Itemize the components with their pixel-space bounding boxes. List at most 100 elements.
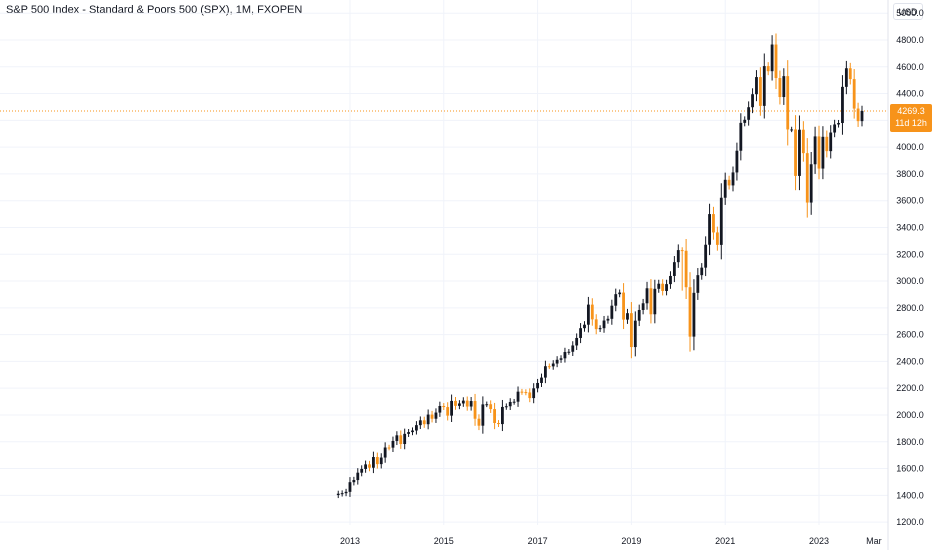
candles[interactable] xyxy=(336,33,864,499)
candle[interactable] xyxy=(669,271,672,289)
candle[interactable] xyxy=(637,304,641,327)
candle[interactable] xyxy=(391,436,395,452)
candle[interactable] xyxy=(532,383,536,404)
candle[interactable] xyxy=(348,477,352,497)
candle[interactable] xyxy=(794,115,797,191)
candle[interactable] xyxy=(504,403,508,410)
candle[interactable] xyxy=(336,490,340,499)
candle[interactable] xyxy=(575,333,579,351)
candle[interactable] xyxy=(762,53,766,119)
candle[interactable] xyxy=(461,397,465,407)
price-axis[interactable]: 1200.0 1400.0 1600.0 1800.0 2000.0 2200.0 2400… xyxy=(896,8,924,527)
candle[interactable] xyxy=(442,403,446,411)
candle[interactable] xyxy=(848,62,852,85)
candle[interactable] xyxy=(446,402,450,421)
candle[interactable] xyxy=(395,431,399,446)
candle[interactable] xyxy=(852,69,856,119)
candle[interactable] xyxy=(598,325,602,333)
candle[interactable] xyxy=(387,444,391,451)
candle[interactable] xyxy=(704,236,708,277)
candle[interactable] xyxy=(684,238,688,299)
candle[interactable] xyxy=(672,256,676,283)
candle[interactable] xyxy=(743,116,747,127)
candle[interactable] xyxy=(528,388,532,403)
candle[interactable] xyxy=(825,130,829,158)
candle[interactable] xyxy=(340,490,344,497)
candle[interactable] xyxy=(629,302,633,359)
candle[interactable] xyxy=(344,488,348,497)
candle[interactable] xyxy=(508,398,512,411)
candle[interactable] xyxy=(473,393,477,426)
candle[interactable] xyxy=(497,420,500,428)
currency-button[interactable]: USD xyxy=(893,3,923,20)
candle[interactable] xyxy=(426,409,430,430)
candle[interactable] xyxy=(493,402,496,430)
candle[interactable] xyxy=(731,166,735,192)
candle[interactable] xyxy=(821,126,825,180)
candle[interactable] xyxy=(465,396,469,411)
candle[interactable] xyxy=(692,279,696,351)
candle[interactable] xyxy=(817,125,821,180)
candle[interactable] xyxy=(372,451,375,474)
candle[interactable] xyxy=(766,62,770,76)
candle[interactable] xyxy=(856,102,860,127)
candle[interactable] xyxy=(500,399,504,432)
candle[interactable] xyxy=(520,388,524,395)
candle[interactable] xyxy=(430,410,434,423)
candle[interactable] xyxy=(571,341,575,357)
candle[interactable] xyxy=(379,453,383,469)
candle[interactable] xyxy=(551,360,555,370)
candle[interactable] xyxy=(594,314,598,335)
candle[interactable] xyxy=(583,321,586,332)
candle[interactable] xyxy=(860,105,864,127)
candle[interactable] xyxy=(434,408,438,423)
candle[interactable] xyxy=(805,138,809,218)
candle[interactable] xyxy=(649,279,653,324)
time-axis[interactable]: 2013 2015 2017 2019 2021 2023 Mar xyxy=(340,536,882,546)
candle[interactable] xyxy=(489,400,493,413)
candle[interactable] xyxy=(786,60,790,146)
candle[interactable] xyxy=(653,279,657,324)
candle[interactable] xyxy=(536,378,539,393)
candle[interactable] xyxy=(383,442,387,463)
candle[interactable] xyxy=(700,263,704,280)
candle[interactable] xyxy=(778,70,782,105)
candle[interactable] xyxy=(813,126,817,174)
candle[interactable] xyxy=(645,281,649,310)
candle[interactable] xyxy=(751,88,754,114)
candle[interactable] xyxy=(485,401,489,408)
candle[interactable] xyxy=(602,315,606,333)
candle[interactable] xyxy=(688,272,692,352)
candle[interactable] xyxy=(512,398,516,405)
candle[interactable] xyxy=(758,67,762,116)
candle[interactable] xyxy=(633,311,637,357)
candle[interactable] xyxy=(657,279,661,293)
candle[interactable] xyxy=(801,121,805,162)
candle[interactable] xyxy=(563,347,567,363)
candle[interactable] xyxy=(661,279,665,296)
candle[interactable] xyxy=(770,35,774,81)
candle[interactable] xyxy=(708,203,711,256)
candle[interactable] xyxy=(809,152,813,215)
candle[interactable] xyxy=(579,323,582,344)
candle[interactable] xyxy=(837,119,840,128)
candle[interactable] xyxy=(676,244,680,268)
candle[interactable] xyxy=(360,465,364,477)
candle[interactable] xyxy=(829,125,833,159)
candle[interactable] xyxy=(422,416,426,428)
candle[interactable] xyxy=(833,119,837,138)
candle[interactable] xyxy=(364,460,368,473)
candle[interactable] xyxy=(438,401,442,417)
candle[interactable] xyxy=(368,460,371,472)
candle[interactable] xyxy=(782,68,786,105)
candle[interactable] xyxy=(356,468,360,485)
candle[interactable] xyxy=(454,396,457,410)
candle[interactable] xyxy=(723,172,727,205)
candle[interactable] xyxy=(450,394,454,422)
candle[interactable] xyxy=(712,206,715,240)
candle[interactable] xyxy=(559,355,563,363)
candle[interactable] xyxy=(375,452,379,469)
candle[interactable] xyxy=(606,315,610,324)
candle[interactable] xyxy=(614,288,618,312)
